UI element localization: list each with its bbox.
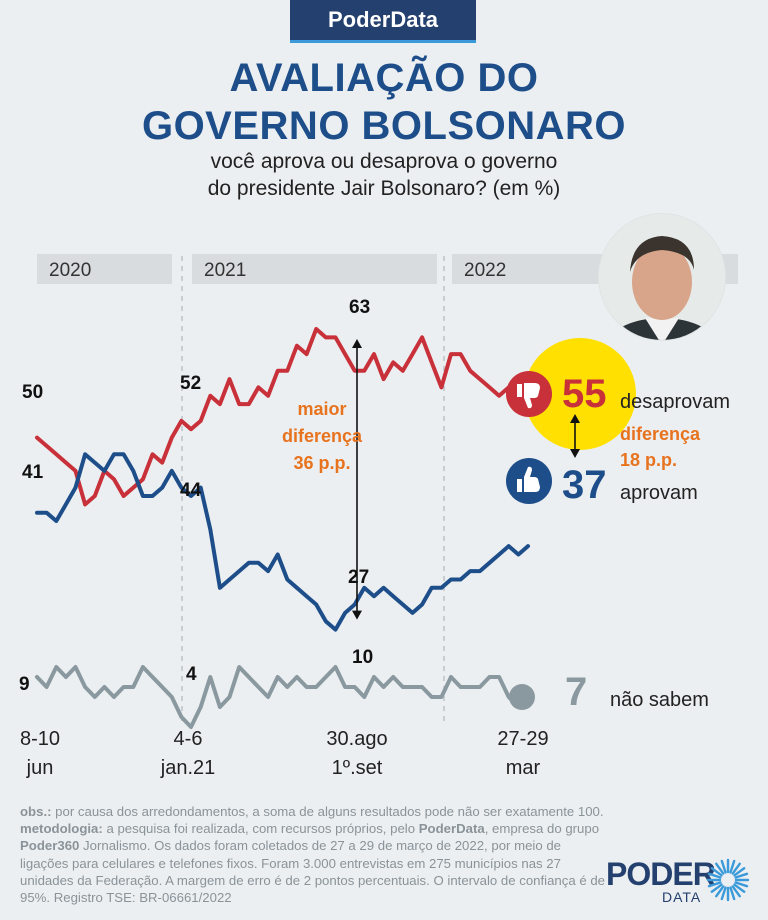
series-line-disapprove [35,327,530,507]
title-line-2: GOVERNO BOLSONARO [141,104,627,148]
title-line-1: AVALIAÇÃO DO [229,56,539,100]
max-gap-annotation: maior diferença 36 p.p. [282,339,363,620]
x-tick-label-line-1: 4-6 [174,728,203,750]
point-label: 10 [352,647,373,668]
latest-unsure-label: não sabem [610,689,709,711]
point-label: 63 [349,297,370,318]
latest-disapprove-label: desaprovam [620,391,730,413]
subtitle-line-2: do presidente Jair Bolsonaro? (em %) [207,177,561,200]
point-label: 9 [19,674,30,695]
latest-disapprove-value: 55 [562,372,607,416]
latest-approve-label: aprovam [620,482,698,504]
brand-header: PoderData [290,0,476,40]
method-text-1: a pesquisa foi realizada, com recursos p… [102,821,419,837]
max-gap-label-line-1: maior [297,399,346,419]
logo-bottom: DATA [662,889,702,905]
point-label: 44 [180,480,202,501]
highlight-circle [524,338,636,450]
point-label: 27 [348,567,369,588]
subtitle-line-1: você aprova ou desaprova o governo [210,150,558,173]
x-tick-label-line-1: 30.ago [326,728,387,750]
logo-top: PODER [606,856,716,892]
latest-gap-arrow [570,414,580,458]
year-band-2021 [192,254,437,284]
brand-underline [290,40,476,43]
max-gap-label-line-3: 36 p.p. [293,453,350,473]
notes-block: obs.: por causa dos arredondamentos, a s… [20,803,610,906]
method-label: metodologia: [20,821,103,837]
point-label: 41 [22,462,44,483]
point-label: 4 [186,664,197,685]
obs-text: por causa dos arredondamentos, a soma de… [51,804,604,819]
method-group: Poder360 [20,838,80,854]
x-tick-label-line-2: 1º.set [332,757,383,779]
series-line-approve [35,452,530,632]
year-label-2020: 2020 [49,260,91,281]
logo-burst-icon [706,858,750,902]
unsure-end-dot [509,684,535,710]
portrait [598,213,726,341]
method-brand: PoderData [418,821,485,837]
latest-approve-value: 37 [562,463,607,507]
year-label-2022: 2022 [464,260,506,281]
thumbs-down-icon [506,371,552,417]
poderdata-logo: PODER DATA [606,856,756,905]
thumbs-up-icon [506,458,552,504]
x-tick-label-line-2: jan.21 [160,757,216,779]
point-label: 50 [22,382,43,403]
x-tick-label-line-1: 27-29 [497,728,548,750]
method-text-2: , empresa do grupo [484,821,600,837]
x-tick-label-line-2: mar [506,757,541,779]
method-text-3: Jornalismo. Os dados foram coletados de … [20,838,606,906]
year-band-2020 [37,254,172,284]
point-label: 52 [180,373,201,394]
approval-chart: 2020 2021 2022 50 52 63 41 44 27 9 4 10 maior dife… [19,213,738,779]
x-tick-label-line-2: jun [26,757,54,779]
series-line-unsure [35,665,530,729]
latest-gap-line-2: 18 p.p. [620,450,677,470]
year-label-2021: 2021 [204,260,246,281]
x-tick-label-line-1: 8-10 [20,728,60,750]
latest-unsure-value: 7 [565,670,587,714]
latest-callout: 55 desaprovam 37 aprovam diferença 18 p.… [506,338,730,714]
obs-label: obs.: [20,804,52,819]
latest-gap-line-1: diferença [620,424,701,444]
max-gap-label-line-2: diferença [282,426,363,446]
